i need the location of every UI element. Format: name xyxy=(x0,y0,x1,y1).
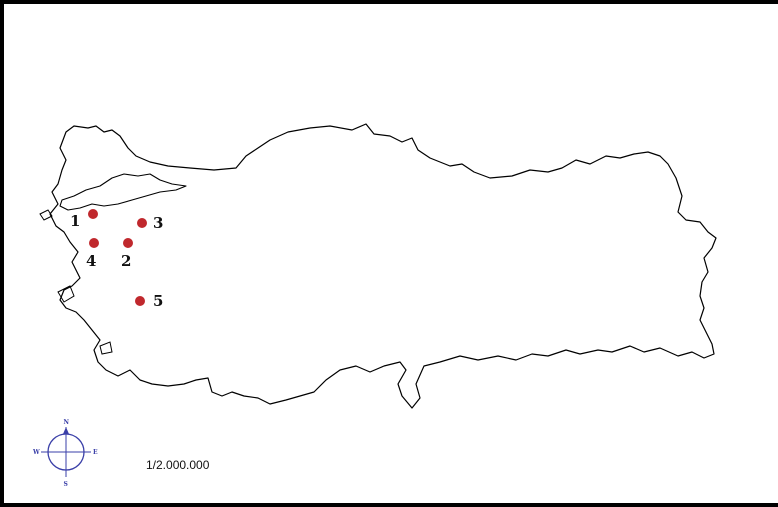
svg-text:S: S xyxy=(64,481,68,488)
map-scale: 1/2.000.000 xyxy=(146,458,210,472)
svg-text:E: E xyxy=(93,449,98,456)
compass-rose-icon: N S E W xyxy=(32,419,98,488)
marmara-island xyxy=(39,209,53,221)
site-marker-5: 5 xyxy=(135,292,163,310)
svg-text:4: 4 xyxy=(86,252,96,270)
svg-text:N: N xyxy=(64,419,70,426)
site-marker-4: 4 xyxy=(86,238,99,270)
turkey-outline xyxy=(49,123,717,409)
svg-text:2: 2 xyxy=(121,252,131,270)
svg-text:3: 3 xyxy=(153,214,163,232)
site-marker-2: 2 xyxy=(121,238,133,270)
svg-text:W: W xyxy=(32,449,40,456)
aegean-island xyxy=(99,341,113,355)
site-marker-1: 1 xyxy=(70,209,98,230)
svg-text:5: 5 xyxy=(153,292,163,310)
thrace-coast xyxy=(59,173,187,211)
svg-text:1: 1 xyxy=(70,212,80,230)
site-marker-3: 3 xyxy=(137,214,163,232)
aegean-island xyxy=(57,285,75,303)
